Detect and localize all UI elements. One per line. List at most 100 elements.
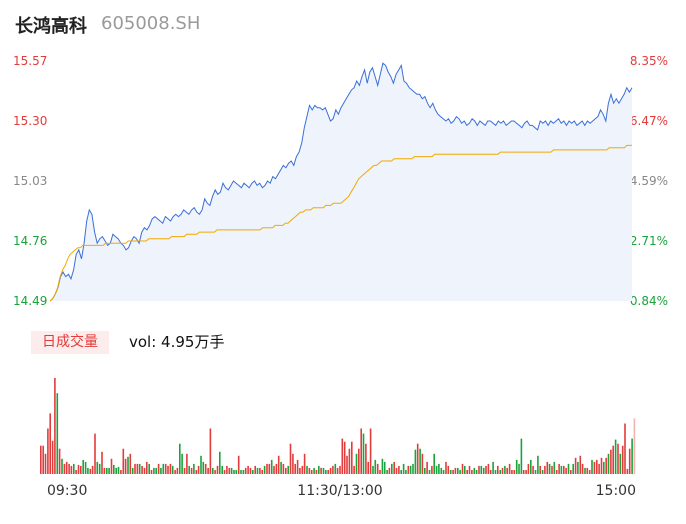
volume-readout: vol: 4.95万手: [129, 333, 225, 351]
volume-bar: [183, 467, 186, 474]
volume-bar: [226, 465, 228, 474]
volume-bar: [586, 467, 589, 474]
volume-bar: [407, 465, 410, 474]
volume-bar: [633, 418, 636, 474]
volume-bar: [459, 470, 461, 474]
price-line: [49, 62, 633, 302]
volume-bar: [351, 441, 353, 474]
volume-bar: [464, 465, 466, 474]
volume-bar: [63, 463, 66, 474]
volume-bar: [482, 467, 485, 474]
volume-bar: [124, 458, 127, 474]
volume-bar: [369, 428, 372, 474]
volume-bar: [454, 467, 457, 474]
volume-bar: [336, 467, 339, 474]
volume-bar: [534, 470, 537, 474]
y-tick-label-right: 8.35%: [630, 54, 668, 68]
volume-bar: [596, 459, 598, 474]
volume-bar: [386, 470, 388, 474]
volume-bar: [614, 439, 617, 474]
volume-bar: [44, 453, 47, 474]
volume-bar: [266, 463, 268, 474]
volume-bar: [339, 465, 341, 474]
volume-bar: [579, 455, 582, 474]
volume-bar: [414, 449, 417, 474]
volume-bar: [268, 463, 271, 474]
volume-bar: [197, 465, 200, 474]
volume-bar: [108, 467, 110, 474]
volume-bar: [391, 463, 393, 474]
volume-bar: [47, 428, 49, 474]
volume-bar: [259, 467, 261, 474]
volume-bar: [355, 453, 358, 474]
volume-bar: [628, 448, 631, 474]
volume-bar: [471, 470, 473, 474]
volume-bar: [244, 467, 247, 474]
volume-bar: [442, 470, 445, 474]
volume-bar: [372, 465, 374, 474]
volume-bar: [310, 470, 313, 474]
volume-bar: [367, 461, 369, 474]
volume-bar: [438, 463, 440, 474]
volume-bar: [204, 463, 207, 474]
price-area-fill: [50, 63, 632, 302]
volume-bar: [473, 467, 476, 474]
volume-bar: [475, 470, 478, 474]
volume-bar: [591, 459, 593, 474]
y-tick-label-left: 14.49: [13, 294, 47, 308]
volume-bar: [365, 443, 367, 474]
volume-bar: [539, 465, 541, 474]
volume-bar: [381, 458, 384, 474]
volume-bar: [553, 461, 556, 474]
volume-bar: [527, 463, 530, 474]
volume-bar: [195, 470, 198, 474]
volume-bar: [148, 463, 150, 474]
volume-bar: [131, 467, 134, 474]
volume-bar: [621, 445, 624, 474]
volume-bar: [520, 438, 523, 474]
volume-bar: [532, 465, 534, 474]
volume-bar: [303, 453, 306, 474]
volume-bar: [82, 459, 84, 474]
volume-bar: [440, 467, 443, 474]
volume-bar: [619, 453, 622, 474]
volume-bar: [525, 470, 527, 474]
volume-bar: [212, 467, 214, 474]
volume-bar: [301, 465, 304, 474]
y-tick-label-right: 2.71%: [630, 234, 668, 248]
volume-bar: [164, 463, 167, 474]
volume-bar: [143, 467, 146, 474]
volume-bar: [541, 470, 544, 474]
daily-volume-button[interactable]: 日成交量: [31, 331, 109, 354]
volume-bar: [424, 467, 426, 474]
volume-bar: [487, 463, 490, 474]
volume-bar: [252, 470, 254, 474]
volume-bar: [466, 470, 468, 474]
volume-bar: [572, 463, 574, 474]
volume-bar: [468, 465, 471, 474]
volume-bar: [308, 467, 311, 474]
volume-bar: [400, 470, 402, 474]
volume-bar: [334, 463, 337, 474]
volume-bar: [485, 465, 487, 474]
volume-bar: [292, 453, 294, 474]
volume-bar: [492, 461, 494, 474]
volume-bar: [186, 453, 188, 474]
volume-bar: [49, 413, 51, 474]
volume-bar: [169, 463, 172, 474]
volume-bar: [70, 465, 73, 474]
volume-bar: [91, 465, 94, 474]
x-tick-label: 15:00: [596, 483, 636, 499]
x-tick-label: 11:30/13:00: [297, 483, 382, 499]
y-tick-label-left: 15.57: [13, 54, 47, 68]
volume-bar: [497, 465, 499, 474]
volume-bar: [452, 470, 454, 474]
volume-bar: [193, 463, 195, 474]
volume-bar: [551, 465, 553, 474]
volume-bar: [588, 470, 591, 474]
volume-bar: [306, 465, 308, 474]
volume-bar: [155, 467, 157, 474]
volume-bar: [282, 463, 285, 474]
volume-bar: [405, 470, 407, 474]
volume-bar: [51, 440, 54, 474]
